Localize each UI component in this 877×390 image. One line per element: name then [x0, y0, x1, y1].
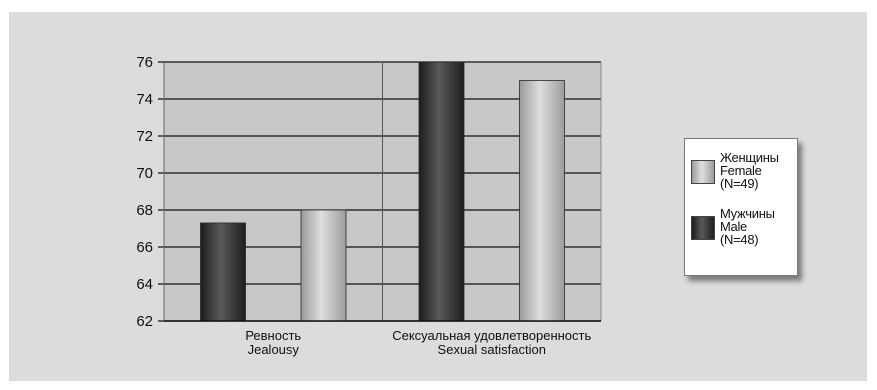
chart-frame: 62 64 66 68 70 72 74 76 Ревность Jealousy Сексуаль…: [9, 12, 867, 381]
legend-female-ru: Женщины: [720, 150, 779, 165]
bar-male-0: [200, 222, 246, 322]
legend-female-en: Female: [720, 163, 762, 178]
legend-male-n: (N=48): [720, 232, 759, 247]
y-tick-label: 74: [136, 91, 153, 108]
x-tick-label-ru: Сексуальная удовлетворенность: [392, 328, 591, 343]
y-tick-label: 64: [136, 276, 153, 293]
legend-label-male: Мужчины Male (N=48): [720, 207, 775, 246]
legend-male-en: Male: [720, 219, 747, 234]
y-tick-label: 66: [136, 239, 153, 256]
bar-female-1: [519, 80, 565, 322]
legend-item-male: Мужчины Male (N=48): [691, 207, 775, 246]
y-tick-label: 76: [136, 54, 153, 71]
y-tick-label: 62: [136, 313, 153, 330]
bar-female-0: [300, 209, 347, 322]
bar-male-1: [418, 61, 465, 322]
x-tick-label-en: Jealousy: [248, 342, 300, 357]
y-tick-label: 70: [136, 165, 153, 182]
x-tick-label-ru: Ревность: [245, 328, 301, 343]
y-tick-label: 68: [136, 202, 153, 219]
legend-female-n: (N=49): [720, 176, 759, 191]
legend-swatch-male: [691, 216, 715, 240]
y-tick-label: 72: [136, 128, 153, 145]
legend-male-ru: Мужчины: [720, 206, 775, 221]
legend-swatch-female: [691, 160, 715, 184]
legend: Женщины Female (N=49) Мужчины Male (N=48…: [684, 138, 798, 276]
legend-label-female: Женщины Female (N=49): [720, 151, 779, 190]
legend-item-female: Женщины Female (N=49): [691, 151, 779, 190]
x-tick-label-en: Sexual satisfaction: [438, 342, 546, 357]
